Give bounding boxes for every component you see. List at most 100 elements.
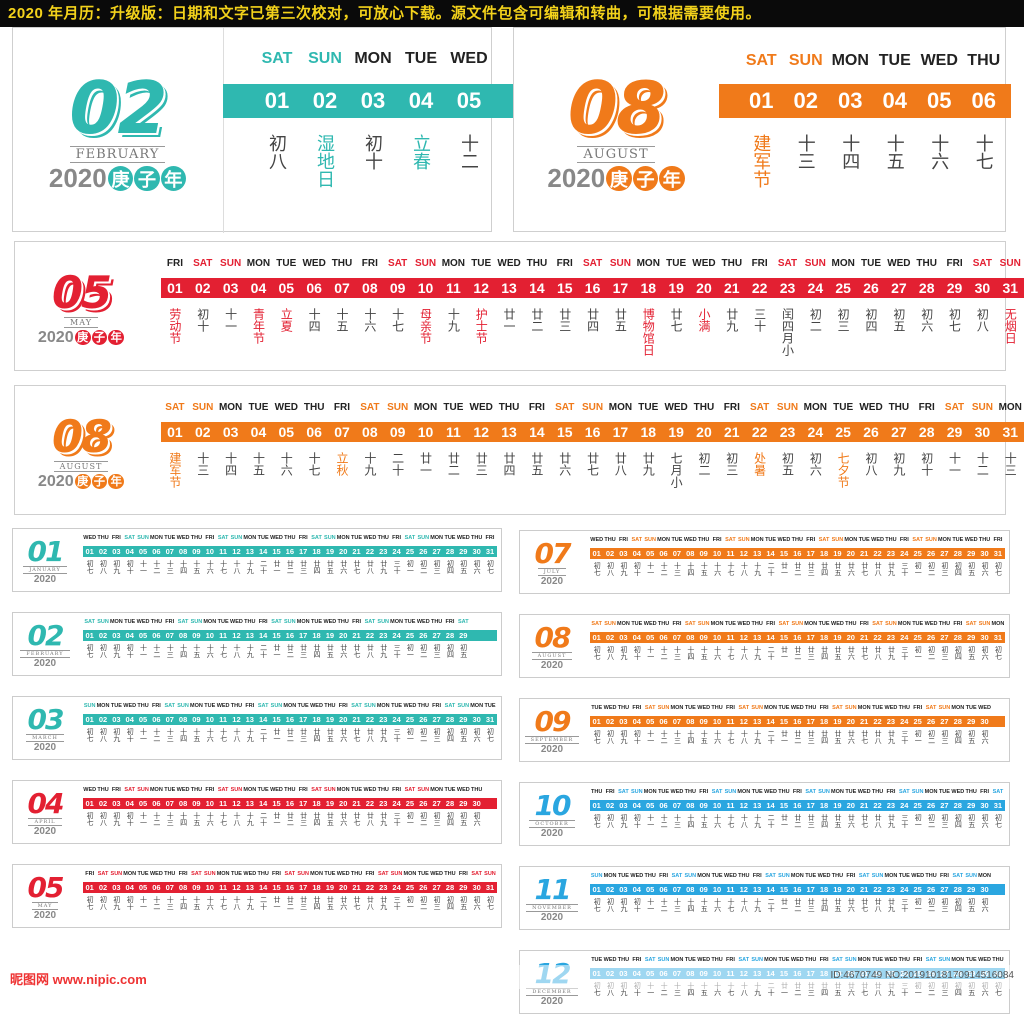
weekday-label: SUN bbox=[657, 957, 670, 963]
lunar-text: 十一 bbox=[646, 814, 654, 828]
lunar-text: 初九 bbox=[112, 644, 120, 658]
weekday-label: WED bbox=[497, 258, 521, 269]
panel-may-wide: 05 MAY 2020 庚子年 FRI SAT SUN MON TUE WED THU FRI SAT S… bbox=[14, 241, 1024, 371]
lunar-cell: 廿六 bbox=[551, 452, 579, 512]
lunar-text: 初八 bbox=[606, 646, 614, 660]
weekday-label: THU bbox=[965, 789, 977, 795]
lunar-text: 廿六 bbox=[847, 730, 855, 744]
lunar-text: 十二 bbox=[660, 646, 668, 660]
date-number: 16 bbox=[285, 631, 294, 640]
lunar-cell: 二十 bbox=[764, 562, 777, 592]
lunar-text: 初九 bbox=[619, 814, 627, 828]
date-number: 27 bbox=[891, 280, 907, 296]
lunar-text: 廿四 bbox=[313, 560, 321, 574]
lunar-cell: 十七 bbox=[216, 896, 229, 926]
lunar-cell: 十五 bbox=[697, 646, 710, 676]
lunar-text: 初一 bbox=[406, 560, 414, 574]
lunar-text: 初四 bbox=[446, 812, 454, 826]
lunar-cell: 初二 bbox=[924, 814, 937, 844]
date-number: 03 bbox=[838, 88, 863, 113]
lunar-cell: 二十 bbox=[256, 896, 269, 926]
date-number bbox=[991, 716, 1004, 727]
weekday-label: SUN bbox=[804, 258, 826, 269]
lunar-text: 廿七 bbox=[669, 308, 684, 332]
lunar-cell: 初四 bbox=[951, 562, 964, 592]
lunar-text: 初二 bbox=[927, 646, 935, 660]
lunar-cell: 初三 bbox=[430, 560, 443, 590]
weekday-label: MON bbox=[376, 703, 390, 709]
lunar-cell: 十二 bbox=[657, 562, 670, 592]
weekday-label: WED bbox=[964, 537, 978, 543]
lunar-cell: 初八 bbox=[603, 646, 616, 676]
lunar-text: 十一 bbox=[646, 730, 654, 744]
lunar-text: 廿一 bbox=[272, 560, 280, 574]
date-number: 23 bbox=[379, 715, 388, 724]
lunar-cell: 廿七 bbox=[579, 452, 607, 512]
lunar-cell: 十三 bbox=[670, 730, 683, 760]
date-number: 02 bbox=[793, 88, 818, 113]
lunar-cell: 十五 bbox=[190, 896, 203, 926]
weekday-label: TUE bbox=[591, 957, 603, 963]
lunar-cell: 廿二 bbox=[791, 730, 804, 760]
date-number: 06 bbox=[152, 799, 161, 808]
weekday-label: FRI bbox=[85, 871, 95, 877]
weekday-label: WED bbox=[456, 787, 470, 793]
date-number: 05 bbox=[456, 88, 482, 113]
weekday-label: TUE bbox=[658, 789, 670, 795]
lunar-text: 初七 bbox=[86, 896, 94, 910]
weekday-label: FRI bbox=[151, 703, 161, 709]
weekday-label: FRI bbox=[205, 535, 215, 541]
weekday-label: SAT bbox=[591, 621, 602, 627]
ganzhi-char: 庚 bbox=[74, 473, 91, 490]
date-number: 02 bbox=[605, 633, 615, 642]
lunar-text: 二十 bbox=[259, 896, 267, 910]
lunar-cell: 十四 bbox=[176, 812, 189, 842]
lunar-cell: 廿三 bbox=[297, 560, 310, 590]
lunar-cell: 初五 bbox=[965, 646, 978, 676]
lunar-cell: 廿一 bbox=[270, 896, 283, 926]
weekday-label: SAT bbox=[972, 258, 993, 269]
lunar-text: 初十 bbox=[363, 134, 383, 170]
lunar-text: 十七 bbox=[219, 812, 227, 826]
weekday-label: WED bbox=[603, 705, 617, 711]
lunar-cell: 廿五 bbox=[831, 562, 844, 592]
lunar-cell: 初四 bbox=[443, 896, 456, 926]
date-number: 05 bbox=[927, 88, 952, 113]
weekday-label: TUE bbox=[351, 535, 363, 541]
lunar-text: 十一 bbox=[139, 728, 147, 742]
date-number: 22 bbox=[873, 717, 882, 726]
date-number: 14 bbox=[766, 633, 775, 642]
lunar-cell: 初五 bbox=[965, 562, 978, 592]
lunar-row: 初七 初八 初九 初十 十一 十二 十三 十四 十五 十六 十七 十八 十九 二十 廿一 廿二 廿三 廿四 廿五 廿六… bbox=[83, 728, 497, 758]
lunar-text: 初八 bbox=[606, 898, 614, 912]
lunar-text: 廿二 bbox=[446, 452, 461, 476]
date-number: 15 bbox=[779, 633, 789, 642]
lunar-cell: 十二 bbox=[150, 560, 163, 590]
date-number: 29 bbox=[459, 547, 468, 556]
lunar-text: 初六 bbox=[981, 814, 989, 828]
lunar-text: 廿七 bbox=[585, 452, 600, 476]
lunar-text: 十四 bbox=[686, 814, 694, 828]
weekday-label: SAT bbox=[257, 703, 269, 709]
lunar-text: 三十 bbox=[752, 308, 767, 332]
lunar-row: 初七 初八 初九 初十 十一 十二 十三 十四 十五 十六 十七 十八 十九 二十 廿一 廿二 廿三 廿四 廿五 廿六… bbox=[590, 562, 1005, 592]
lunar-text: 初八 bbox=[99, 644, 107, 658]
weekday-label: TUE bbox=[617, 873, 629, 879]
lunar-text: 廿九 bbox=[887, 898, 895, 912]
weekday-label: MON bbox=[203, 619, 217, 625]
lunar-cell: 十七 bbox=[216, 644, 229, 674]
lunar-cell: 初九 bbox=[617, 562, 630, 592]
date-number: 02 bbox=[98, 547, 108, 556]
weekday-label: FRI bbox=[792, 789, 802, 795]
weekday-label: THU bbox=[164, 871, 176, 877]
month-name: FEBRUARY bbox=[20, 649, 70, 658]
weekday-label: FRI bbox=[766, 621, 775, 627]
date-number: 09 bbox=[699, 549, 708, 558]
weekday-label: TUE bbox=[110, 703, 122, 709]
lunar-cell: 初七 bbox=[83, 896, 96, 926]
date-number: 02 bbox=[605, 885, 615, 894]
ganzhi-badges: 庚子年 bbox=[107, 165, 187, 192]
lunar-cell: 初三 bbox=[938, 730, 951, 760]
